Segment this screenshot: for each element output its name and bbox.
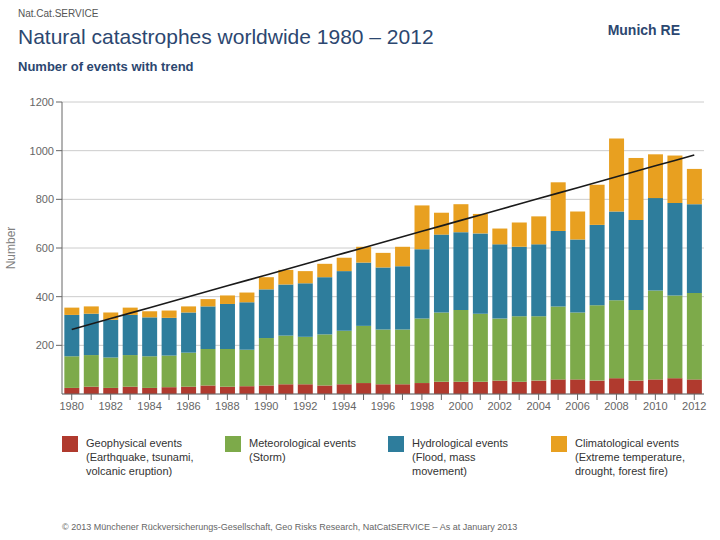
svg-text:1000: 1000 — [30, 145, 54, 157]
svg-text:Number: Number — [4, 227, 18, 270]
svg-text:2004: 2004 — [526, 400, 550, 412]
html-text:Hydrological events (Flood, ma: Hydrological events (Flood, mass movemen… — [412, 437, 508, 477]
html-text:Nat.Cat.SERVICE: Nat.Cat.SERVICE — [18, 8, 99, 19]
svg-text:400: 400 — [36, 291, 54, 303]
svg-text:2012: 2012 — [682, 400, 706, 412]
html-text:Natural catastrophes worldwide: Natural catastrophes worldwide 1980 – 20… — [18, 25, 434, 48]
html-text:Meteorological events (Storm): Meteorological events (Storm) — [249, 437, 356, 463]
svg-text:1994: 1994 — [332, 400, 356, 412]
svg-text:2002: 2002 — [487, 400, 511, 412]
html-text:Climatological events (Extreme: Climatological events (Extreme temperatu… — [575, 437, 685, 477]
svg-text:1986: 1986 — [176, 400, 200, 412]
html-text:Munich RE: Munich RE — [607, 22, 680, 38]
svg-text:200: 200 — [36, 339, 54, 351]
svg-text:1982: 1982 — [98, 400, 122, 412]
html-text:© 2013 Münchener Rückversicher: © 2013 Münchener Rückversicherungs-Gesel… — [62, 522, 518, 532]
svg-text:1990: 1990 — [254, 400, 278, 412]
html-text:Number of events with trend: Number of events with trend — [18, 59, 194, 74]
svg-text:1996: 1996 — [371, 400, 395, 412]
svg-text:2010: 2010 — [643, 400, 667, 412]
svg-text:600: 600 — [36, 242, 54, 254]
svg-text:2000: 2000 — [449, 400, 473, 412]
svg-text:800: 800 — [36, 193, 54, 205]
svg-text:1984: 1984 — [137, 400, 161, 412]
svg-text:1992: 1992 — [293, 400, 317, 412]
svg-text:1998: 1998 — [410, 400, 434, 412]
svg-text:2008: 2008 — [604, 400, 628, 412]
svg-text:1200: 1200 — [30, 96, 54, 108]
html-text:Geophysical events (Earthquake: Geophysical events (Earthquake, tsunami,… — [86, 437, 194, 477]
svg-text:1988: 1988 — [215, 400, 239, 412]
svg-text:2006: 2006 — [565, 400, 589, 412]
svg-text:1980: 1980 — [59, 400, 83, 412]
